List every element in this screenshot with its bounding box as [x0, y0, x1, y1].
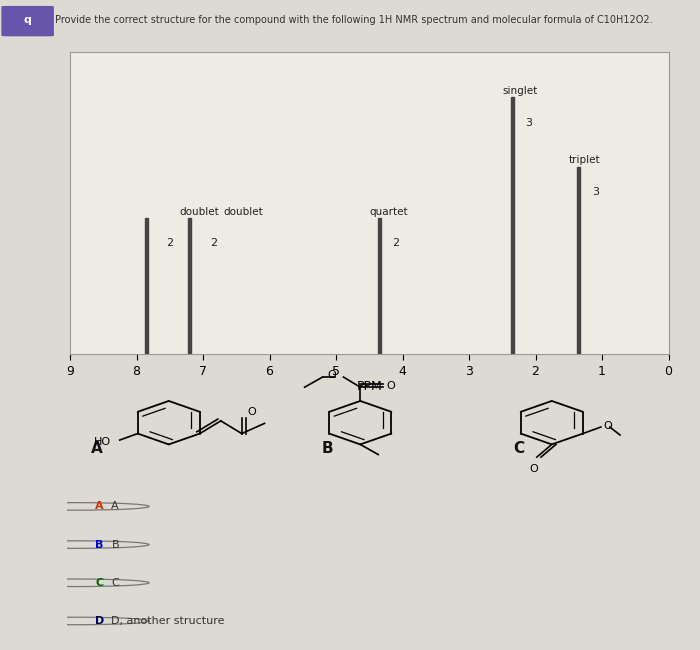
Text: O: O	[386, 382, 395, 391]
Text: Provide the correct structure for the compound with the following 1H NMR spectru: Provide the correct structure for the co…	[55, 16, 652, 25]
X-axis label: PPM: PPM	[356, 380, 382, 393]
Bar	[145, 218, 148, 354]
Text: B: B	[95, 540, 104, 550]
Text: triplet: triplet	[568, 155, 601, 165]
Text: O: O	[248, 406, 256, 417]
Text: A: A	[91, 441, 103, 456]
Bar	[377, 218, 381, 354]
Bar	[510, 98, 514, 354]
Text: O: O	[529, 463, 538, 474]
Bar	[577, 167, 580, 354]
Text: A: A	[95, 501, 104, 512]
Text: 2: 2	[210, 239, 217, 248]
Text: HO: HO	[94, 437, 111, 447]
Text: 2: 2	[167, 239, 174, 248]
Text: D, another structure: D, another structure	[111, 616, 225, 626]
Text: quartet: quartet	[370, 207, 408, 216]
Text: doublet: doublet	[180, 207, 220, 216]
Text: 3: 3	[526, 118, 533, 127]
Text: singlet: singlet	[503, 86, 538, 96]
Text: doublet: doublet	[223, 207, 262, 216]
Text: C: C	[95, 578, 104, 588]
Text: 2: 2	[393, 239, 400, 248]
Bar	[188, 218, 191, 354]
Text: A: A	[111, 501, 119, 512]
Text: C: C	[513, 441, 524, 456]
Text: O: O	[603, 421, 612, 430]
Text: q: q	[23, 16, 32, 25]
Text: B: B	[321, 441, 333, 456]
Text: C: C	[111, 578, 119, 588]
Text: O: O	[328, 370, 336, 380]
FancyBboxPatch shape	[1, 6, 54, 36]
Text: D: D	[95, 616, 104, 626]
Text: 3: 3	[592, 187, 599, 197]
Text: B: B	[111, 540, 119, 550]
